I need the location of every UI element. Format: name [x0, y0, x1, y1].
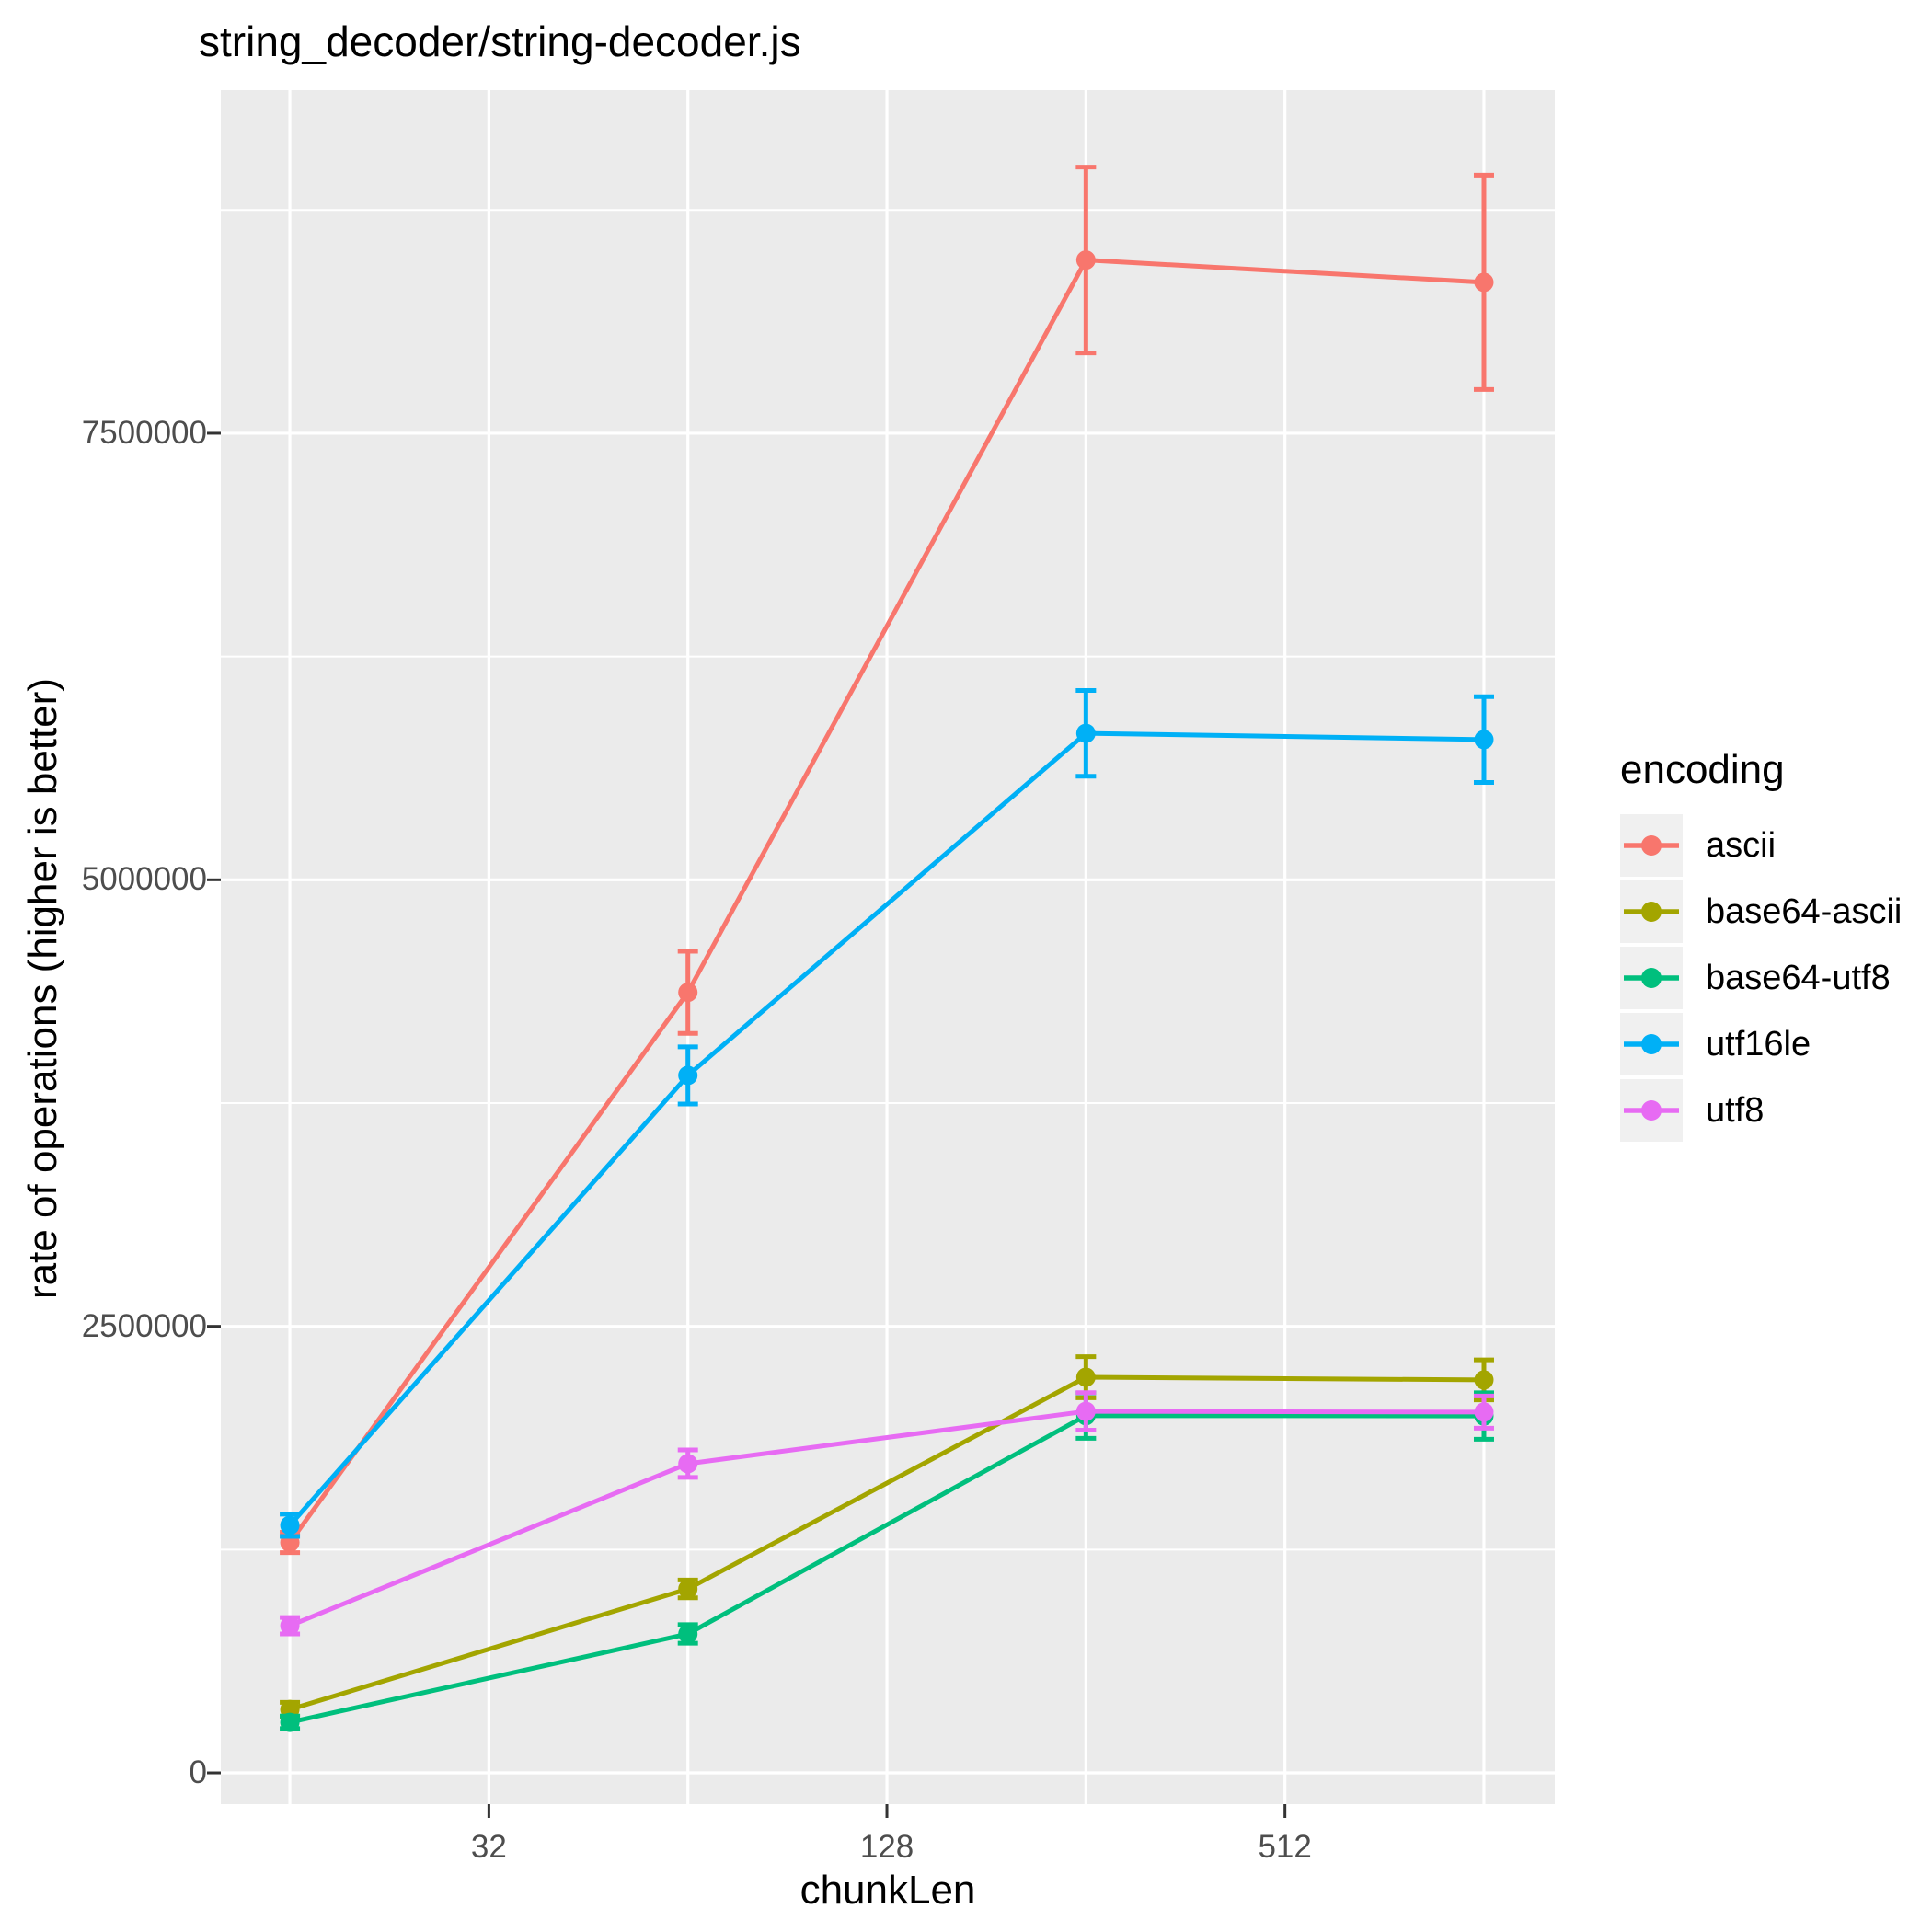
- axis-ticks: [207, 431, 1287, 1818]
- series-line: [289, 1374, 1485, 1712]
- data-point: [1474, 272, 1494, 293]
- data-point: [280, 1616, 300, 1636]
- data-point: [678, 983, 698, 1003]
- legend-item-ascii: ascii: [1620, 814, 1902, 877]
- x-tick-label: 32: [470, 1829, 507, 1865]
- legend-item-base64-utf8: base64-utf8: [1620, 947, 1902, 1009]
- data-point: [1474, 730, 1494, 750]
- y-tick-label: 5000000: [81, 861, 207, 898]
- series-utf16le: [280, 688, 1494, 1539]
- legend-key: [1620, 880, 1683, 943]
- data-point: [678, 1624, 698, 1644]
- series-line: [289, 1409, 1484, 1628]
- x-tick-label: 512: [1258, 1829, 1312, 1865]
- data-point: [1075, 1367, 1096, 1387]
- data-point: [1474, 1370, 1494, 1390]
- data-point: [1075, 1401, 1096, 1421]
- data-point: [1075, 723, 1096, 743]
- chart-title: string_decoder/string-decoder.js: [199, 17, 801, 65]
- legend-key: [1620, 947, 1683, 1009]
- x-axis-title: chunkLen: [799, 1868, 976, 1913]
- legend-item-label: utf8: [1706, 1091, 1765, 1130]
- legend: encoding ascii base64-ascii base64-utf8 utf…: [1615, 747, 1932, 1142]
- data-point: [678, 1579, 698, 1599]
- data-point: [678, 1065, 698, 1086]
- series-line: [289, 1413, 1484, 1725]
- legend-key-glyph-icon: [1624, 1100, 1679, 1121]
- y-tick-label: 7500000: [81, 414, 207, 451]
- y-tick-label: 2500000: [81, 1307, 207, 1344]
- legend-key: [1620, 1079, 1683, 1142]
- legend-item-utf16le: utf16le: [1620, 1013, 1902, 1075]
- legend-item-label: ascii: [1706, 826, 1777, 865]
- legend-key-glyph-icon: [1624, 968, 1679, 988]
- legend-key: [1620, 1013, 1683, 1075]
- series-ascii: [280, 165, 1494, 1556]
- legend-title: encoding: [1620, 747, 1785, 792]
- data-point: [678, 1454, 698, 1474]
- series-line: [288, 258, 1485, 1545]
- legend-item-utf8: utf8: [1620, 1079, 1902, 1142]
- data-point: [1474, 1402, 1494, 1422]
- legend-key: [1620, 814, 1683, 877]
- y-axis-title: rate of operations (higher is better): [20, 677, 65, 1299]
- series-utf8: [280, 1390, 1494, 1637]
- x-tick-label: 128: [859, 1829, 914, 1865]
- legend-key-glyph-icon: [1624, 835, 1679, 856]
- legend-key-glyph-icon: [1624, 902, 1679, 922]
- data-point: [280, 1712, 300, 1732]
- data-point: [1075, 250, 1096, 270]
- data-point: [280, 1515, 300, 1535]
- legend-key-glyph-icon: [1624, 1034, 1679, 1054]
- legend-item-base64-ascii: base64-ascii: [1620, 880, 1902, 943]
- gridlines: [221, 90, 1555, 1804]
- legend-item-label: utf16le: [1706, 1025, 1811, 1064]
- series-line: [288, 730, 1485, 1527]
- y-tick-label: 0: [189, 1754, 207, 1791]
- legend-item-label: base64-utf8: [1706, 959, 1891, 997]
- legend-items: ascii base64-ascii base64-utf8 utf16le utf8: [1620, 814, 1902, 1145]
- legend-item-label: base64-ascii: [1706, 892, 1903, 931]
